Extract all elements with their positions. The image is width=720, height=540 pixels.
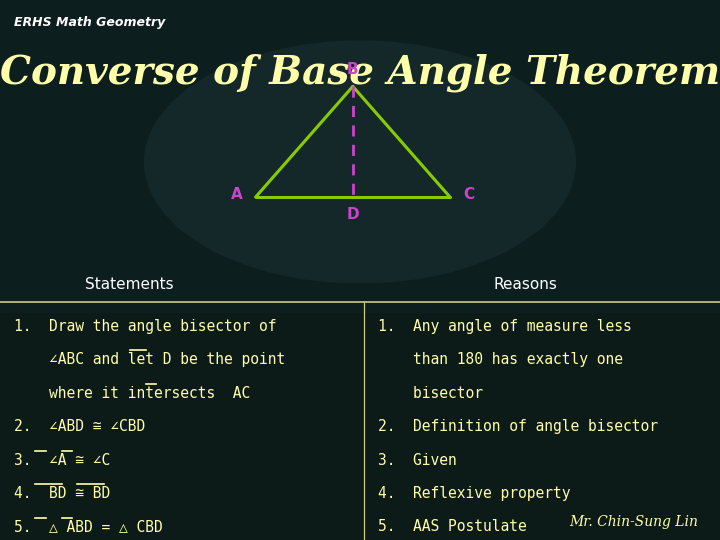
Ellipse shape bbox=[144, 40, 576, 284]
Text: bisector: bisector bbox=[378, 386, 483, 401]
Text: than 180 has exactly one: than 180 has exactly one bbox=[378, 352, 623, 367]
Text: C: C bbox=[463, 187, 474, 202]
Text: 3.  ∠A ≅ ∠C: 3. ∠A ≅ ∠C bbox=[14, 453, 111, 468]
Text: ERHS Math Geometry: ERHS Math Geometry bbox=[14, 16, 166, 29]
Text: where it intersects  AC: where it intersects AC bbox=[14, 386, 251, 401]
Bar bbox=[0, 0, 720, 313]
Text: 2.  ∠ABD ≅ ∠CBD: 2. ∠ABD ≅ ∠CBD bbox=[14, 419, 145, 434]
Text: 4.  Reflexive property: 4. Reflexive property bbox=[378, 486, 570, 501]
Text: Mr. Chin-Sung Lin: Mr. Chin-Sung Lin bbox=[570, 515, 698, 529]
Text: D: D bbox=[346, 207, 359, 222]
Text: Reasons: Reasons bbox=[494, 276, 557, 292]
Text: 5.  AAS Postulate: 5. AAS Postulate bbox=[378, 519, 527, 535]
Text: Converse of Base Angle Theorem: Converse of Base Angle Theorem bbox=[0, 54, 720, 92]
Text: 5.  △ ABD = △ CBD: 5. △ ABD = △ CBD bbox=[14, 519, 163, 535]
Text: ∠ABC and let D be the point: ∠ABC and let D be the point bbox=[14, 352, 286, 367]
Text: 4.  BD ≅ BD: 4. BD ≅ BD bbox=[14, 486, 111, 501]
Text: Statements: Statements bbox=[85, 276, 174, 292]
Text: 2.  Definition of angle bisector: 2. Definition of angle bisector bbox=[378, 419, 658, 434]
Text: 1.  Any angle of measure less: 1. Any angle of measure less bbox=[378, 319, 631, 334]
Text: A: A bbox=[231, 187, 243, 202]
Text: 3.  Given: 3. Given bbox=[378, 453, 456, 468]
Text: 1.  Draw the angle bisector of: 1. Draw the angle bisector of bbox=[14, 319, 277, 334]
Text: B: B bbox=[347, 62, 359, 77]
